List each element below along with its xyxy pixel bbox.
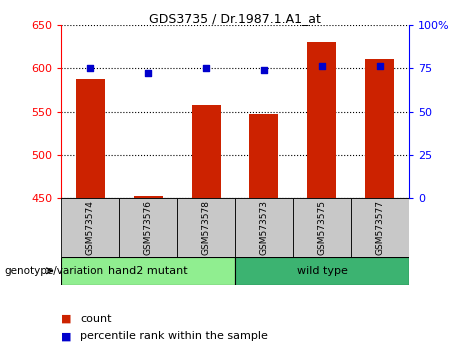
- Bar: [351, 198, 409, 257]
- Bar: [365, 59, 394, 198]
- Bar: [293, 198, 351, 257]
- Text: wild type: wild type: [297, 266, 347, 276]
- Text: count: count: [80, 314, 111, 324]
- Point: [86, 65, 94, 71]
- Bar: [61, 198, 119, 257]
- Point: [260, 67, 268, 73]
- Text: GDS3735 / Dr.1987.1.A1_at: GDS3735 / Dr.1987.1.A1_at: [149, 12, 321, 25]
- Text: GSM573578: GSM573578: [202, 200, 211, 255]
- Text: GSM573573: GSM573573: [259, 200, 268, 255]
- Text: GSM573574: GSM573574: [86, 200, 94, 255]
- Bar: [177, 198, 235, 257]
- Bar: [235, 198, 293, 257]
- Bar: [192, 105, 220, 198]
- Text: GSM573577: GSM573577: [376, 200, 384, 255]
- Bar: [76, 79, 104, 198]
- Point: [144, 70, 152, 76]
- Bar: [61, 257, 235, 285]
- Text: ■: ■: [61, 331, 71, 341]
- Bar: [119, 198, 177, 257]
- Bar: [133, 196, 163, 198]
- Bar: [250, 114, 278, 198]
- Text: genotype/variation: genotype/variation: [5, 266, 104, 276]
- Bar: [235, 257, 409, 285]
- Text: GSM573576: GSM573576: [143, 200, 153, 255]
- Point: [376, 64, 384, 69]
- Point: [318, 64, 326, 69]
- Text: ■: ■: [61, 314, 71, 324]
- Point: [202, 65, 210, 71]
- Text: percentile rank within the sample: percentile rank within the sample: [80, 331, 268, 341]
- Bar: [307, 42, 337, 198]
- Text: GSM573575: GSM573575: [317, 200, 327, 255]
- Text: hand2 mutant: hand2 mutant: [108, 266, 188, 276]
